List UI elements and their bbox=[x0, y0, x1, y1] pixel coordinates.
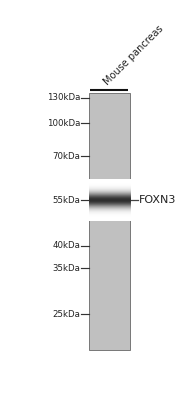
Text: 100kDa: 100kDa bbox=[47, 119, 80, 128]
Text: FOXN3: FOXN3 bbox=[139, 196, 177, 206]
Text: 40kDa: 40kDa bbox=[53, 241, 80, 250]
Text: 55kDa: 55kDa bbox=[53, 196, 80, 205]
Text: 35kDa: 35kDa bbox=[53, 264, 80, 273]
Bar bbox=[89, 93, 130, 350]
Text: Mouse pancreas: Mouse pancreas bbox=[102, 24, 165, 87]
Text: 130kDa: 130kDa bbox=[47, 93, 80, 102]
Text: 70kDa: 70kDa bbox=[53, 152, 80, 161]
Text: 25kDa: 25kDa bbox=[53, 310, 80, 319]
